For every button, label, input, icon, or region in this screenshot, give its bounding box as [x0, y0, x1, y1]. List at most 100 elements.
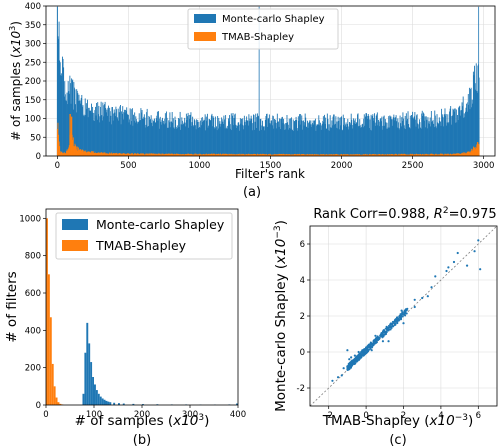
scatter-point [413, 298, 416, 301]
x-tick-label: 300 [182, 410, 198, 420]
scatter-point [456, 251, 459, 255]
scatter-point [391, 320, 394, 323]
x-tick-label: 400 [230, 410, 246, 420]
scatter-point [364, 348, 367, 351]
bar-mc [118, 403, 120, 405]
scatter-point [374, 334, 377, 337]
scatter-point [426, 295, 429, 298]
y-tick-label: 300 [25, 40, 41, 50]
scatter-point [381, 332, 384, 335]
bar-tmab [49, 317, 52, 405]
legend-a: Monte-carlo Shapley TMAB-Shapley [187, 8, 339, 50]
legend-swatch-tmab-a [194, 32, 216, 41]
series-monte-carlo-a [56, 6, 480, 156]
scatter-point [348, 358, 351, 361]
x-tick-label: 1000 [189, 161, 211, 171]
scatter-point [362, 354, 365, 357]
x-ticks-a: 0 500 1000 1500 2000 2500 3000 [55, 156, 495, 171]
legend-b: Monte-carlo Shapley TMAB-Shapley [55, 212, 233, 260]
scatter-point [346, 365, 349, 368]
caption-b: (b) [133, 433, 151, 448]
chart-b: 0 100 200 300 400 0 200 400 600 800 1000 # of sam… [4, 208, 246, 448]
x-ticks-b: 0 100 200 300 400 [43, 405, 246, 420]
scatter-point [390, 325, 393, 328]
scatter-point [400, 313, 403, 316]
bar-tmab [59, 403, 62, 405]
scatter-point [375, 336, 378, 339]
y-tick-label: 350 [25, 21, 41, 31]
scatter-point [366, 345, 369, 348]
bar-mc [142, 404, 144, 405]
scatter-point [359, 356, 362, 359]
scatter-point [356, 357, 359, 360]
x-tick-label: 2 [401, 411, 406, 421]
scatter-point [465, 264, 469, 267]
scatter-point [348, 368, 351, 371]
bar-mc [95, 390, 98, 405]
bar-mc [105, 400, 108, 405]
scatter-point [384, 327, 387, 330]
legend-swatch-mc-b [62, 219, 88, 230]
scatter-point [340, 374, 343, 377]
scatter-point [370, 345, 373, 348]
scatter-point [385, 330, 388, 333]
scatter-point [386, 329, 389, 332]
scatter-point [362, 349, 365, 352]
scatter-point [389, 322, 392, 325]
scatter-point [385, 333, 388, 336]
scatter-points [331, 239, 482, 382]
scatter-point [379, 334, 382, 337]
scatter-point [378, 336, 381, 339]
y-ticks-c: -2 0 2 4 6 [297, 240, 310, 394]
x-ticks-c: -2 0 2 4 6 [324, 406, 481, 421]
scatter-point [381, 340, 385, 343]
x-tick-label: 3000 [473, 161, 495, 171]
scatter-point [369, 343, 372, 346]
legend-label-tmab-b: TMAB-Shapley [95, 238, 187, 253]
scatter-point [331, 379, 334, 382]
bar-mc [113, 402, 116, 405]
scatter-point [398, 315, 401, 318]
x-tick-label: 200 [134, 410, 150, 420]
scatter-point [387, 327, 390, 330]
x-tick-label: 0 [43, 410, 48, 420]
scatter-point [358, 352, 361, 355]
bar-mc [90, 362, 93, 405]
bar-mc [107, 401, 110, 405]
y-axis-label-a: # of samples (x103) [8, 21, 23, 141]
chart-c: Rank Corr=0.988, R2=0.975 -2 0 2 4 6 -20246 … [273, 206, 498, 448]
scatter-point [350, 363, 353, 366]
bar-mc [97, 393, 100, 405]
scatter-point [375, 341, 378, 344]
scatter-point [360, 351, 363, 354]
y-tick-label: 200 [25, 364, 41, 374]
legend-label-mc-a: Monte-carlo Shapley [222, 14, 325, 25]
x-axis-label-a: Filter's rank [235, 167, 305, 181]
scatter-point [352, 361, 355, 364]
scatter-point [447, 266, 450, 269]
scatter-point [354, 356, 357, 359]
scatter-point [371, 342, 374, 345]
y-tick-label: 2 [300, 312, 305, 322]
bar-tmab [46, 218, 48, 405]
scatter-point [357, 350, 360, 354]
x-axis-label-c: TMAB-Shapley (x10−3) [322, 413, 474, 429]
bar-mc [86, 322, 89, 405]
bar-mc [99, 396, 102, 405]
bar-mc [94, 384, 96, 405]
scatter-point [376, 335, 379, 338]
scatter-point [395, 317, 398, 320]
y-ticks-a: 0 50 100 150 200 250 300 350 400 [25, 2, 46, 162]
series-monte-carlo-b [82, 322, 238, 405]
scatter-point [346, 368, 349, 371]
x-tick-label: 1500 [260, 161, 282, 171]
scatter-point [348, 366, 351, 369]
caption-c: (c) [389, 433, 406, 448]
bar-mc [103, 399, 106, 405]
y-tick-label: -2 [297, 384, 305, 394]
scatter-point [421, 296, 424, 300]
bar-tmab [53, 386, 56, 405]
bar-mc [88, 343, 91, 405]
y-tick-label: 600 [25, 289, 41, 299]
scatter-point [367, 346, 370, 349]
